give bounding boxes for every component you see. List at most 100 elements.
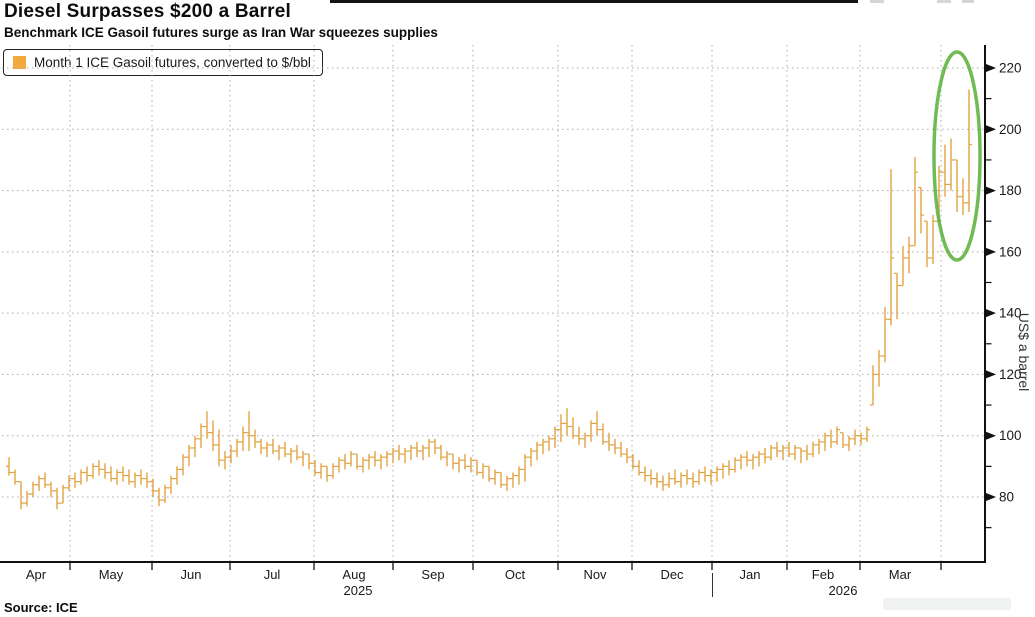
ohlc-bar: [642, 466, 648, 482]
ohlc-bar: [942, 144, 948, 197]
ohlc-bar: [564, 408, 570, 436]
ohlc-bar: [594, 411, 600, 436]
ohlc-bar: [654, 472, 660, 488]
top-crop-strip: [330, 0, 858, 3]
ohlc-bar: [828, 429, 834, 448]
ohlc-bar: [150, 478, 156, 497]
y-tick-arrow-icon: [986, 125, 996, 134]
ohlc-bar: [222, 451, 228, 470]
top-crop-strip-fragment: [937, 0, 951, 3]
ohlc-bar: [960, 178, 966, 216]
x-month-label: May: [99, 567, 124, 582]
ohlc-bar: [792, 444, 798, 461]
ohlc-bar: [756, 451, 762, 467]
ohlc-bar: [888, 169, 894, 326]
ohlc-bar: [180, 454, 186, 476]
y-tick-arrow-icon: [986, 186, 996, 195]
ohlc-bar: [246, 411, 252, 452]
ohlc-bar: [18, 481, 24, 510]
ohlc-bar: [300, 451, 306, 467]
ohlc-bar: [918, 186, 924, 234]
x-month-label: Feb: [812, 567, 834, 582]
ohlc-bar: [174, 466, 180, 485]
ohlc-bar: [522, 454, 528, 482]
ohlc-bar: [708, 469, 714, 485]
ohlc-bar: [924, 220, 930, 268]
x-month-label: Aug: [342, 567, 365, 582]
x-year-label: 2026: [829, 583, 858, 598]
legend-label: Month 1 ICE Gasoil futures, converted to…: [34, 55, 311, 70]
ohlc-bar: [900, 245, 906, 287]
ohlc-bar: [156, 487, 162, 507]
ohlc-bar: [318, 463, 324, 479]
y-tick-arrow-icon: [986, 247, 996, 256]
ohlc-bar: [834, 426, 840, 445]
ohlc-bar: [390, 447, 396, 464]
ohlc-bar: [96, 460, 102, 476]
ohlc-bar: [894, 272, 900, 320]
page-subtitle: Benchmark ICE Gasoil futures surge as Ir…: [4, 25, 438, 40]
y-tick-label: 120: [999, 367, 1022, 382]
ohlc-bar: [408, 444, 414, 461]
watermark: [883, 598, 1011, 610]
ohlc-bar: [798, 447, 804, 464]
ohlc-bar: [606, 432, 612, 452]
ohlc-bar: [54, 487, 60, 510]
ohlc-bar: [762, 447, 768, 464]
ohlc-bar: [480, 463, 486, 479]
x-month-label: Sep: [421, 567, 444, 582]
ohlc-bar: [360, 457, 366, 473]
ohlc-bar: [876, 349, 882, 387]
ohlc-bar: [312, 460, 318, 476]
ohlc-bar: [786, 441, 792, 458]
ohlc-bar: [336, 457, 342, 473]
ohlc-bar: [618, 441, 624, 458]
x-month-label: Jan: [740, 567, 761, 582]
x-month-label: Apr: [26, 567, 47, 582]
ohlc-bar: [276, 444, 282, 461]
ohlc-bar: [348, 451, 354, 467]
ohlc-bar: [822, 432, 828, 452]
ohlc-bar: [612, 438, 618, 455]
ohlc-bar: [132, 472, 138, 488]
ohlc-bar: [372, 451, 378, 467]
ohlc-bar: [396, 444, 402, 461]
ohlc-bar: [588, 420, 594, 442]
ohlc-bar: [600, 423, 606, 445]
ohlc-bar: [324, 465, 330, 482]
y-tick-arrow-icon: [986, 493, 996, 501]
ohlc-bar: [42, 472, 48, 488]
y-tick-label: 220: [999, 60, 1022, 75]
ohlc-bar: [666, 472, 672, 488]
ohlc-bar: [444, 451, 450, 467]
ohlc-bar: [60, 484, 66, 504]
ohlc-bar: [456, 457, 462, 473]
x-year-label: 2025: [344, 583, 373, 598]
ohlc-bar: [954, 159, 960, 213]
ohlc-bar: [660, 475, 666, 491]
ohlc-bar: [624, 447, 630, 464]
ohlc-bar: [366, 454, 372, 470]
ohlc-bar: [702, 466, 708, 482]
ohlc-bar: [774, 441, 780, 458]
annotation-ellipse: [932, 50, 982, 262]
ohlc-bar: [90, 463, 96, 479]
ohlc-bar: [78, 469, 84, 485]
ohlc-bar: [102, 463, 108, 479]
ohlc-bar: [528, 447, 534, 467]
ohlc-bar: [864, 426, 870, 442]
ohlc-bar: [492, 469, 498, 485]
ohlc-bar: [540, 438, 546, 455]
ohlc-bar: [378, 454, 384, 470]
top-crop-strip-fragment: [962, 0, 974, 3]
ohlc-bar: [768, 444, 774, 461]
y-tick-arrow-icon: [986, 431, 996, 440]
page-title: Diesel Surpasses $200 a Barrel: [4, 1, 291, 22]
ohlc-bar: [48, 481, 54, 497]
y-tick-label: 100: [999, 428, 1022, 443]
ohlc-bar: [432, 438, 438, 455]
ohlc-bar: [870, 365, 876, 406]
ohlc-bar: [198, 423, 204, 448]
legend-swatch-icon: [13, 56, 26, 69]
